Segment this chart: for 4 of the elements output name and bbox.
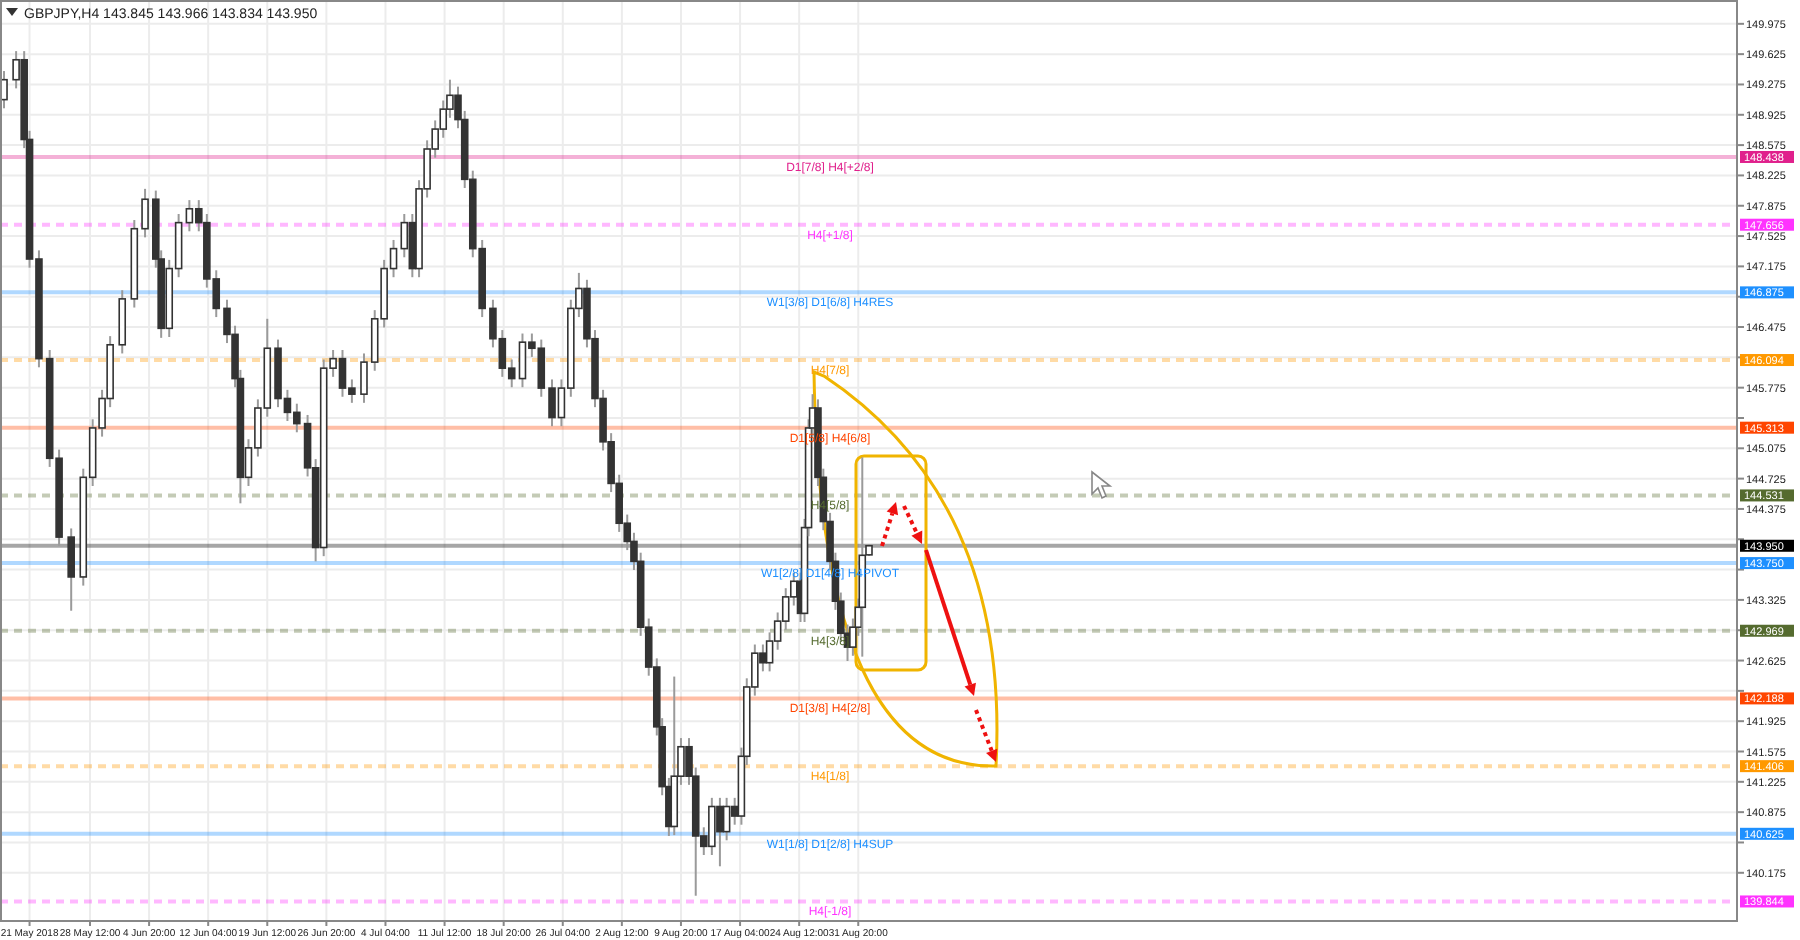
- candlestick: [722, 796, 731, 842]
- candlestick: [118, 289, 127, 355]
- candlestick: [716, 796, 724, 868]
- candlestick: [67, 527, 75, 612]
